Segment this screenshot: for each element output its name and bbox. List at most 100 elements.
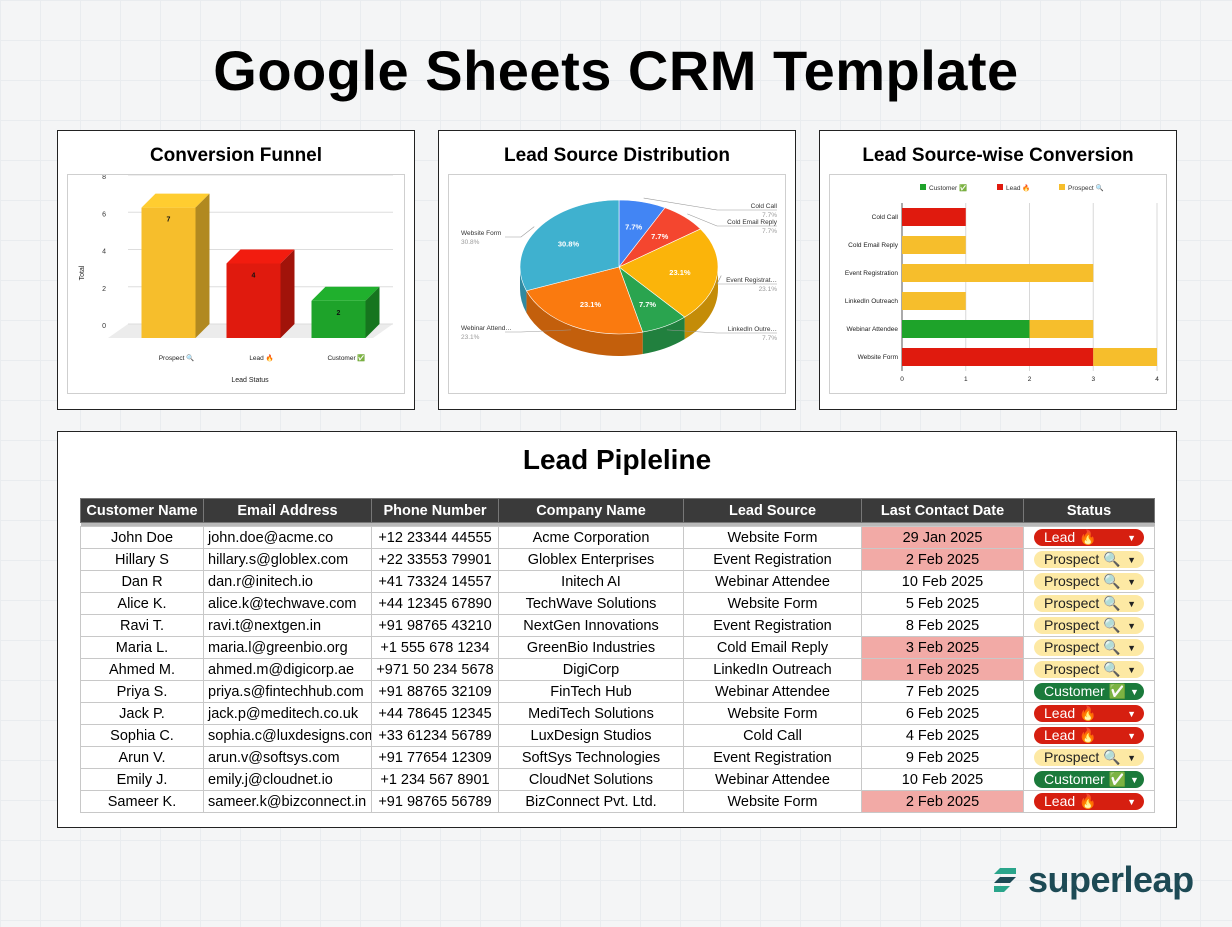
lead-source-cell[interactable]: Event Registration [683, 746, 862, 769]
company-cell[interactable]: LuxDesign Studios [498, 724, 684, 747]
lead-source-cell[interactable]: Cold Call [683, 724, 862, 747]
chevron-down-icon[interactable]: ▼ [1127, 708, 1136, 719]
status-cell[interactable]: Lead 🔥 ▼ [1023, 724, 1155, 747]
customer-name-cell[interactable]: Jack P. [80, 702, 204, 725]
phone-cell[interactable]: +91 98765 43210 [371, 614, 499, 637]
last-contact-date-cell[interactable]: 2 Feb 2025 [861, 790, 1024, 813]
customer-name-cell[interactable]: John Doe [80, 526, 204, 549]
table-row[interactable]: Maria L. maria.l@greenbio.org +1 555 678 1… [80, 636, 1155, 659]
email-cell[interactable]: arun.v@softsys.com [203, 746, 372, 769]
status-dropdown[interactable]: Lead 🔥 ▼ [1034, 793, 1144, 810]
column-header[interactable]: Email Address [203, 498, 372, 523]
chevron-down-icon[interactable]: ▼ [1127, 664, 1136, 675]
customer-name-cell[interactable]: Emily J. [80, 768, 204, 791]
phone-cell[interactable]: +12 23344 44555 [371, 526, 499, 549]
company-cell[interactable]: GreenBio Industries [498, 636, 684, 659]
lead-source-cell[interactable]: Webinar Attendee [683, 570, 862, 593]
table-row[interactable]: Arun V. arun.v@softsys.com +91 77654 12309… [80, 746, 1155, 769]
status-cell[interactable]: Prospect 🔍 ▼ [1023, 570, 1155, 593]
table-row[interactable]: Emily J. emily.j@cloudnet.io +1 234 567 89… [80, 768, 1155, 791]
customer-name-cell[interactable]: Ahmed M. [80, 658, 204, 681]
table-row[interactable]: Ahmed M. ahmed.m@digicorp.ae +971 50 234 5… [80, 658, 1155, 681]
status-dropdown[interactable]: Customer ✅ ▼ [1034, 683, 1144, 700]
customer-name-cell[interactable]: Sophia C. [80, 724, 204, 747]
company-cell[interactable]: Globlex Enterprises [498, 548, 684, 571]
status-dropdown[interactable]: Lead 🔥 ▼ [1034, 727, 1144, 744]
company-cell[interactable]: MediTech Solutions [498, 702, 684, 725]
customer-name-cell[interactable]: Arun V. [80, 746, 204, 769]
status-cell[interactable]: Lead 🔥 ▼ [1023, 702, 1155, 725]
table-row[interactable]: Ravi T. ravi.t@nextgen.in +91 98765 43210 N… [80, 614, 1155, 637]
status-cell[interactable]: Prospect 🔍 ▼ [1023, 614, 1155, 637]
phone-cell[interactable]: +91 98765 56789 [371, 790, 499, 813]
column-header[interactable]: Customer Name [80, 498, 204, 523]
last-contact-date-cell[interactable]: 10 Feb 2025 [861, 570, 1024, 593]
status-dropdown[interactable]: Customer ✅ ▼ [1034, 771, 1144, 788]
customer-name-cell[interactable]: Dan R [80, 570, 204, 593]
chevron-down-icon[interactable]: ▼ [1127, 532, 1136, 543]
last-contact-date-cell[interactable]: 3 Feb 2025 [861, 636, 1024, 659]
customer-name-cell[interactable]: Ravi T. [80, 614, 204, 637]
phone-cell[interactable]: +33 61234 56789 [371, 724, 499, 747]
chevron-down-icon[interactable]: ▼ [1127, 620, 1136, 631]
lead-source-cell[interactable]: Webinar Attendee [683, 768, 862, 791]
email-cell[interactable]: priya.s@fintechhub.com [203, 680, 372, 703]
status-cell[interactable]: Prospect 🔍 ▼ [1023, 658, 1155, 681]
company-cell[interactable]: FinTech Hub [498, 680, 684, 703]
chevron-down-icon[interactable]: ▼ [1127, 796, 1136, 807]
column-header[interactable]: Lead Source [683, 498, 862, 523]
status-dropdown[interactable]: Prospect 🔍 ▼ [1034, 617, 1144, 634]
status-cell[interactable]: Prospect 🔍 ▼ [1023, 592, 1155, 615]
customer-name-cell[interactable]: Maria L. [80, 636, 204, 659]
status-cell[interactable]: Customer ✅ ▼ [1023, 680, 1155, 703]
email-cell[interactable]: maria.l@greenbio.org [203, 636, 372, 659]
chevron-down-icon[interactable]: ▼ [1127, 576, 1136, 587]
status-cell[interactable]: Lead 🔥 ▼ [1023, 526, 1155, 549]
last-contact-date-cell[interactable]: 10 Feb 2025 [861, 768, 1024, 791]
column-header[interactable]: Last Contact Date [861, 498, 1024, 523]
chevron-down-icon[interactable]: ▼ [1127, 730, 1136, 741]
chevron-down-icon[interactable]: ▼ [1130, 774, 1139, 785]
company-cell[interactable]: Initech AI [498, 570, 684, 593]
status-cell[interactable]: Prospect 🔍 ▼ [1023, 636, 1155, 659]
email-cell[interactable]: hillary.s@globlex.com [203, 548, 372, 571]
email-cell[interactable]: jack.p@meditech.co.uk [203, 702, 372, 725]
email-cell[interactable]: ravi.t@nextgen.in [203, 614, 372, 637]
last-contact-date-cell[interactable]: 8 Feb 2025 [861, 614, 1024, 637]
lead-source-cell[interactable]: Event Registration [683, 614, 862, 637]
status-dropdown[interactable]: Prospect 🔍 ▼ [1034, 551, 1144, 568]
company-cell[interactable]: CloudNet Solutions [498, 768, 684, 791]
last-contact-date-cell[interactable]: 5 Feb 2025 [861, 592, 1024, 615]
status-dropdown[interactable]: Prospect 🔍 ▼ [1034, 639, 1144, 656]
column-header[interactable]: Status [1023, 498, 1155, 523]
email-cell[interactable]: dan.r@initech.io [203, 570, 372, 593]
last-contact-date-cell[interactable]: 1 Feb 2025 [861, 658, 1024, 681]
phone-cell[interactable]: +22 33553 79901 [371, 548, 499, 571]
phone-cell[interactable]: +1 555 678 1234 [371, 636, 499, 659]
chevron-down-icon[interactable]: ▼ [1127, 642, 1136, 653]
status-dropdown[interactable]: Prospect 🔍 ▼ [1034, 573, 1144, 590]
status-cell[interactable]: Lead 🔥 ▼ [1023, 790, 1155, 813]
column-header[interactable]: Phone Number [371, 498, 499, 523]
company-cell[interactable]: NextGen Innovations [498, 614, 684, 637]
status-cell[interactable]: Customer ✅ ▼ [1023, 768, 1155, 791]
customer-name-cell[interactable]: Priya S. [80, 680, 204, 703]
column-header[interactable]: Company Name [498, 498, 684, 523]
status-dropdown[interactable]: Prospect 🔍 ▼ [1034, 661, 1144, 678]
company-cell[interactable]: SoftSys Technologies [498, 746, 684, 769]
table-row[interactable]: Sophia C. sophia.c@luxdesigns.com +33 6123… [80, 724, 1155, 747]
phone-cell[interactable]: +44 12345 67890 [371, 592, 499, 615]
status-dropdown[interactable]: Prospect 🔍 ▼ [1034, 595, 1144, 612]
last-contact-date-cell[interactable]: 4 Feb 2025 [861, 724, 1024, 747]
company-cell[interactable]: BizConnect Pvt. Ltd. [498, 790, 684, 813]
chevron-down-icon[interactable]: ▼ [1130, 686, 1139, 697]
company-cell[interactable]: DigiCorp [498, 658, 684, 681]
lead-source-cell[interactable]: Cold Email Reply [683, 636, 862, 659]
chevron-down-icon[interactable]: ▼ [1127, 554, 1136, 565]
status-dropdown[interactable]: Prospect 🔍 ▼ [1034, 749, 1144, 766]
status-dropdown[interactable]: Lead 🔥 ▼ [1034, 705, 1144, 722]
lead-source-cell[interactable]: LinkedIn Outreach [683, 658, 862, 681]
phone-cell[interactable]: +1 234 567 8901 [371, 768, 499, 791]
